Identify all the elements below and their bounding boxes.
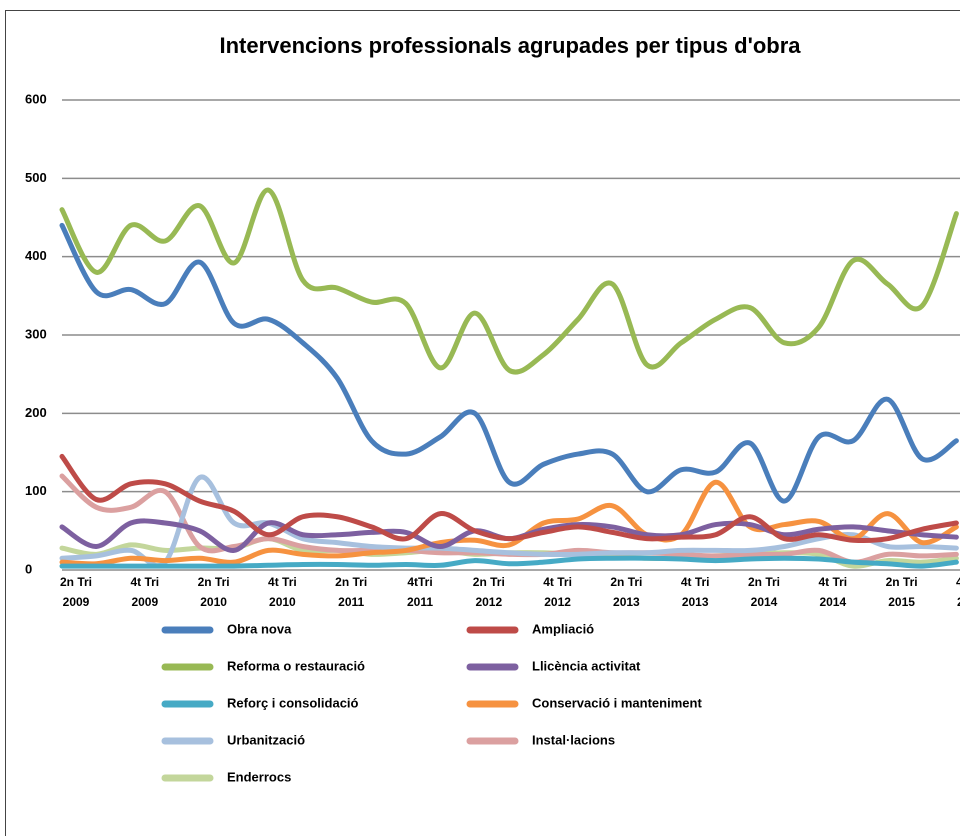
y-tick-label: 0: [25, 561, 32, 576]
x-tick-label: 2n Tri 2012: [472, 575, 505, 609]
series-line: [59, 474, 959, 569]
x-tick-label: 2n Tri 2015: [885, 575, 918, 609]
y-tick-label: 200: [25, 405, 47, 420]
legend-label: Llicència activitat: [532, 658, 641, 673]
series-line: [59, 555, 959, 569]
legend-label: Conservació i manteniment: [532, 695, 702, 710]
legend-label: Ampliació: [532, 621, 594, 636]
x-tick-label: 4t Tri 2010: [268, 575, 297, 609]
x-tick-label: 4t Tri 2013: [680, 575, 710, 609]
x-tick-label: 4t Tri 2015: [956, 575, 960, 609]
x-tick-label: 4t Tri 2014: [818, 575, 848, 609]
x-tick-label: 2n Tri 2010: [197, 575, 230, 609]
y-tick-label: 600: [25, 91, 47, 106]
legend-label: Enderrocs: [227, 769, 291, 784]
series-line: [59, 479, 959, 567]
legend-label: Reforç i consolidació: [227, 695, 359, 710]
x-tick-label: 4tTri 2011: [406, 575, 434, 609]
x-tick-label: 2n Tri 2011: [335, 575, 368, 609]
y-tick-label: 500: [25, 170, 47, 185]
y-tick-label: 100: [25, 483, 47, 498]
frame: [5, 10, 960, 836]
legend-label: Instal·lacions: [532, 732, 615, 747]
x-tick-label: 2n Tri 2013: [610, 575, 643, 609]
y-tick-label: 400: [25, 248, 47, 263]
series-line: [59, 222, 959, 504]
x-tick-label: 2n Tri 2009: [59, 575, 92, 609]
legend-label: Reforma o restauració: [227, 658, 365, 673]
legend-label: Urbanització: [227, 732, 305, 747]
series-line: [59, 453, 959, 544]
x-tick-label: 4t Tri 2012: [543, 575, 572, 609]
x-tick-label: 4t Tri 2009: [130, 575, 160, 609]
legend-label: Obra nova: [227, 621, 292, 636]
chart-title: Intervencions professionals agrupades pe…: [219, 33, 801, 58]
series-line: [59, 187, 959, 375]
y-tick-label: 300: [25, 326, 47, 341]
x-tick-label: 2n Tri 2014: [747, 575, 780, 609]
